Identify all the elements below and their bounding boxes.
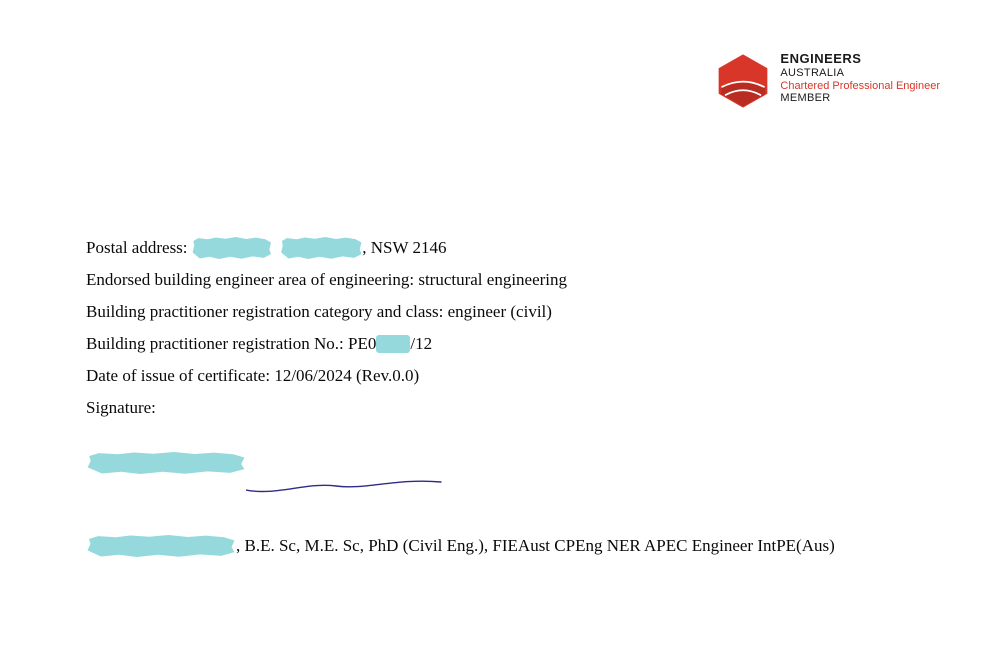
logo-block: ENGINEERS AUSTRALIA Chartered Profession… <box>714 52 940 110</box>
redaction-postal-1 <box>192 237 272 259</box>
logo-line-member: MEMBER <box>780 92 940 105</box>
engineers-australia-hex-icon <box>714 52 772 110</box>
logo-text: ENGINEERS AUSTRALIA Chartered Profession… <box>780 52 940 105</box>
redaction-postal-2 <box>280 237 362 259</box>
logo-line-australia: AUSTRALIA <box>780 67 940 80</box>
endorsed-area-text: Endorsed building engineer area of engin… <box>86 264 567 296</box>
postal-address-suffix: , NSW 2146 <box>362 232 446 264</box>
logo-line-cpe: Chartered Professional Engineer <box>780 80 940 93</box>
date-of-issue-line: Date of issue of certificate: 12/06/2024… <box>86 360 960 392</box>
registration-category-text: Building practitioner registration categ… <box>86 296 552 328</box>
registration-number-suffix: /12 <box>410 328 432 360</box>
registration-number-line: Building practitioner registration No.: … <box>86 328 960 360</box>
credentials-line: , B.E. Sc, M.E. Sc, PhD (Civil Eng.), FI… <box>86 530 960 562</box>
registration-number-label: Building practitioner registration No.: … <box>86 328 376 360</box>
redaction-signature <box>86 452 246 474</box>
postal-address-label: Postal address: <box>86 232 192 264</box>
logo-line-engineers: ENGINEERS <box>780 52 940 67</box>
document-body: Postal address: , NSW 2146 Endorsed buil… <box>86 232 960 562</box>
redaction-name <box>86 535 236 557</box>
signature-label-line: Signature: <box>86 392 960 424</box>
registration-category-line: Building practitioner registration categ… <box>86 296 960 328</box>
date-of-issue-text: Date of issue of certificate: 12/06/2024… <box>86 360 419 392</box>
signature-stroke-icon <box>246 472 446 502</box>
postal-gap <box>272 232 281 264</box>
signature-label: Signature: <box>86 392 156 424</box>
credentials-text: , B.E. Sc, M.E. Sc, PhD (Civil Eng.), FI… <box>236 530 835 562</box>
endorsed-area-line: Endorsed building engineer area of engin… <box>86 264 960 296</box>
signature-block <box>86 450 960 504</box>
postal-address-line: Postal address: , NSW 2146 <box>86 232 960 264</box>
redaction-regno <box>376 335 410 353</box>
